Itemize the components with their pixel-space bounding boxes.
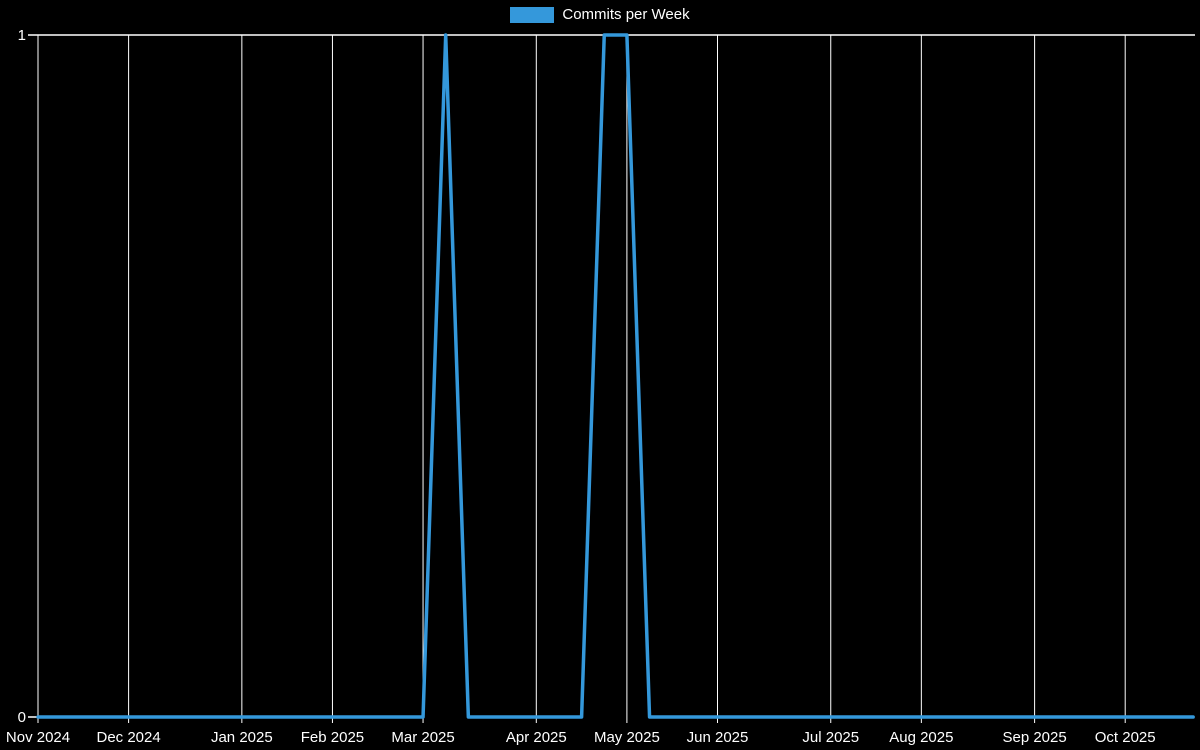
x-tick-label: Jun 2025 [687, 729, 749, 746]
x-tick-label: Feb 2025 [301, 729, 364, 746]
y-tick-label: 0 [18, 709, 26, 726]
x-tick-label: Aug 2025 [889, 729, 953, 746]
x-tick-label: Oct 2025 [1095, 729, 1156, 746]
x-tick-label: Dec 2024 [96, 729, 160, 746]
x-tick-label: Jan 2025 [211, 729, 273, 746]
chart-legend[interactable]: Commits per Week [0, 7, 1200, 23]
x-tick-label: Nov 2024 [6, 729, 70, 746]
x-tick-label: Jul 2025 [802, 729, 859, 746]
x-tick-label: Sep 2025 [1002, 729, 1066, 746]
x-tick-label: May 2025 [594, 729, 660, 746]
x-tick-label: Mar 2025 [391, 729, 454, 746]
legend-label: Commits per Week [562, 6, 690, 23]
legend-swatch-icon [510, 7, 555, 23]
x-tick-label: Apr 2025 [506, 729, 567, 746]
y-tick-label: 1 [18, 27, 26, 44]
commits-line [36, 33, 1195, 719]
